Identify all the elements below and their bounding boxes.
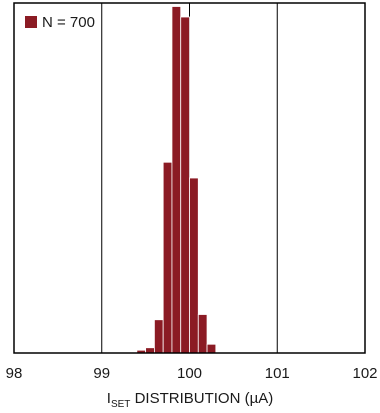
histogram-bar-5	[180, 16, 190, 354]
x-tick-label-98: 98	[6, 365, 23, 382]
legend-swatch	[25, 16, 37, 28]
x-axis-title-subscript: SET	[111, 399, 130, 410]
x-tick-label-102: 102	[352, 365, 377, 382]
histogram-bar-4	[171, 6, 182, 354]
histogram-bar-2	[153, 319, 164, 354]
histogram-bar-6	[189, 177, 199, 354]
legend-label: N = 700	[42, 14, 95, 31]
legend: N = 700	[25, 14, 95, 31]
x-axis-title: ISET DISTRIBUTION (µA)	[107, 390, 273, 410]
tick-label-layer: 98 99 100 101 102	[6, 365, 378, 382]
histogram-bar-8	[206, 343, 217, 354]
x-tick-label-101: 101	[265, 365, 290, 382]
plot-frame	[13, 2, 366, 354]
bar-layer	[136, 6, 217, 354]
x-axis-title-rest: DISTRIBUTION (µA)	[130, 390, 273, 407]
x-tick-label-100: 100	[177, 365, 202, 382]
histogram-bar-7	[197, 314, 208, 354]
x-tick-label-99: 99	[93, 365, 110, 382]
histogram-bar-1	[145, 347, 155, 354]
x-axis-title-main: I	[107, 390, 111, 407]
histogram-bar-3	[162, 161, 173, 354]
